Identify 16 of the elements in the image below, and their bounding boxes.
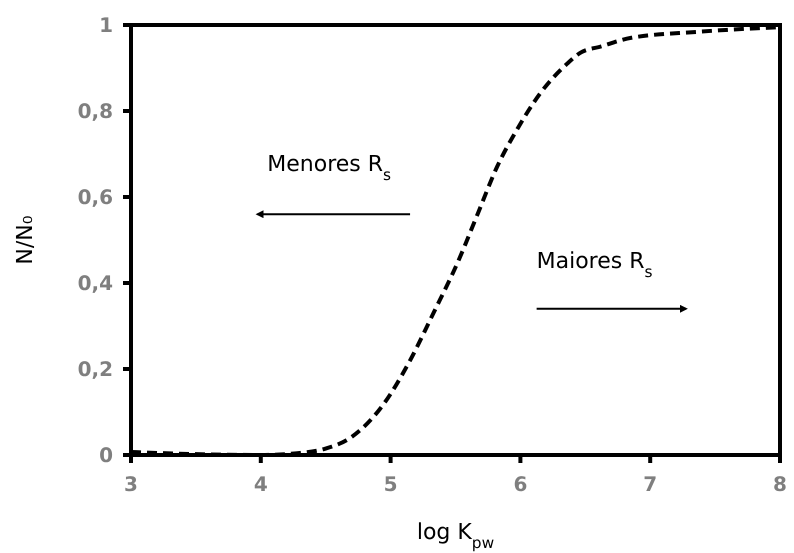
- y-tick-label: 0,6: [78, 185, 113, 209]
- y-axis-title: N/N₀: [13, 215, 38, 265]
- y-tick-label: 0: [99, 443, 113, 467]
- x-tick-label: 5: [384, 472, 398, 496]
- x-tick-label: 6: [513, 472, 528, 496]
- x-tick-label: 7: [643, 472, 658, 496]
- y-tick-label: 0,2: [78, 357, 113, 381]
- x-axis-title: log K$_{pw}$: [416, 520, 494, 552]
- annotation: Menores R$_{s}$: [267, 152, 392, 184]
- x-tick-label: 3: [124, 472, 138, 496]
- y-tick-label: 0,4: [78, 271, 113, 295]
- annotation: Maiores R$_{s}$: [536, 248, 653, 281]
- x-tick-label: 8: [773, 472, 787, 496]
- y-tick-label: 1: [99, 13, 113, 37]
- x-tick-label: 4: [254, 472, 268, 496]
- y-tick-label: 0,8: [78, 99, 113, 123]
